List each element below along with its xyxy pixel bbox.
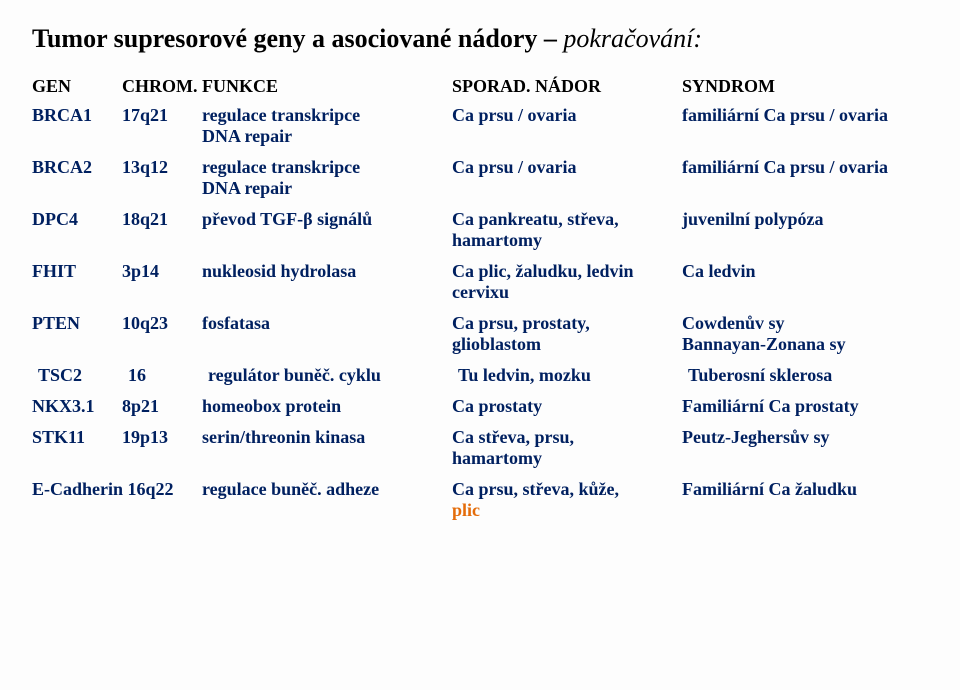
cell-func: serin/threonin kinasa — [202, 427, 452, 448]
cell-gen: DPC4 — [32, 209, 122, 230]
cell-syn: Familiární Ca prostaty — [682, 396, 928, 417]
cell-func: regulace buněč. adheze — [202, 479, 452, 500]
cell-func-line: regulace buněč. adheze — [202, 479, 452, 500]
table-row: BRCA117q21regulace transkripceDNA repair… — [32, 105, 928, 147]
cell-nador-line: hamartomy — [452, 448, 682, 469]
cell-func-line: regulace transkripce — [202, 157, 452, 178]
table-row: NKX3.18p21homeobox proteinCa prostatyFam… — [32, 396, 928, 417]
cell-nador: Tu ledvin, mozku — [458, 365, 688, 386]
cell-syn-line: Bannayan-Zonana sy — [682, 334, 928, 355]
cell-nador: Ca prsu / ovaria — [452, 157, 682, 178]
cell-nador-line: cervixu — [452, 282, 682, 303]
cell-syn: Tuberosní sklerosa — [688, 365, 928, 386]
cell-nador-line: Ca prostaty — [452, 396, 682, 417]
cell-syn: familiární Ca prsu / ovaria — [682, 105, 928, 126]
cell-chrom: 19p13 — [122, 427, 202, 448]
cell-func: regulace transkripceDNA repair — [202, 157, 452, 199]
cell-gen: PTEN — [32, 313, 122, 334]
cell-chrom: 3p14 — [122, 261, 202, 282]
cell-func-line: serin/threonin kinasa — [202, 427, 452, 448]
cell-syn-line: Tuberosní sklerosa — [688, 365, 928, 386]
cell-nador-line: Tu ledvin, mozku — [458, 365, 688, 386]
table-header-row: GEN CHROM. FUNKCE SPORAD. NÁDOR SYNDROM — [32, 76, 928, 97]
cell-syn: juvenilní polypóza — [682, 209, 928, 230]
cell-chrom: 16 — [128, 365, 208, 386]
cell-nador-line: Ca prsu, střeva, kůže, — [452, 479, 682, 500]
cell-nador: Ca pankreatu, střeva,hamartomy — [452, 209, 682, 251]
cell-func: fosfatasa — [202, 313, 452, 334]
header-func: FUNKCE — [202, 76, 452, 97]
cell-func: převod TGF-β signálů — [202, 209, 452, 230]
cell-syn: Familiární Ca žaludku — [682, 479, 928, 500]
cell-chrom: 18q21 — [122, 209, 202, 230]
table-row: DPC418q21převod TGF-β signálůCa pankreat… — [32, 209, 928, 251]
cell-chrom: 17q21 — [122, 105, 202, 126]
table-row: STK1119p13serin/threonin kinasaCa střeva… — [32, 427, 928, 469]
table-row: PTEN10q23fosfatasaCa prsu, prostaty,glio… — [32, 313, 928, 355]
cell-nador-line: plic — [452, 500, 682, 521]
cell-gen-wide: E-Cadherin 16q22 — [32, 479, 202, 500]
cell-func: regulace transkripceDNA repair — [202, 105, 452, 147]
cell-func-line: DNA repair — [202, 126, 452, 147]
cell-nador: Ca prsu, prostaty,glioblastom — [452, 313, 682, 355]
cell-syn-line: familiární Ca prsu / ovaria — [682, 105, 928, 126]
cell-func-line: regulace transkripce — [202, 105, 452, 126]
cell-nador: Ca prostaty — [452, 396, 682, 417]
cell-nador-line: Ca prsu, prostaty, — [452, 313, 682, 334]
cell-func-line: DNA repair — [202, 178, 452, 199]
cell-gen: NKX3.1 — [32, 396, 122, 417]
cell-func-line: homeobox protein — [202, 396, 452, 417]
cell-func-line: fosfatasa — [202, 313, 452, 334]
table-row: FHIT3p14nukleosid hydrolasaCa plic, žalu… — [32, 261, 928, 303]
cell-gen: STK11 — [32, 427, 122, 448]
cell-nador: Ca prsu, střeva, kůže,plic — [452, 479, 682, 521]
cell-func: regulátor buněč. cyklu — [208, 365, 458, 386]
cell-nador-line: glioblastom — [452, 334, 682, 355]
header-syn: SYNDROM — [682, 76, 928, 97]
cell-gen: TSC2 — [32, 365, 128, 386]
cell-gen: BRCA1 — [32, 105, 122, 126]
cell-func-line: převod TGF-β signálů — [202, 209, 452, 230]
cell-nador-line: hamartomy — [452, 230, 682, 251]
cell-nador-line: Ca prsu / ovaria — [452, 105, 682, 126]
cell-chrom: 10q23 — [122, 313, 202, 334]
cell-syn-line: juvenilní polypóza — [682, 209, 928, 230]
header-chrom: CHROM. — [122, 76, 202, 97]
cell-syn: Cowdenův syBannayan-Zonana sy — [682, 313, 928, 355]
cell-func: nukleosid hydrolasa — [202, 261, 452, 282]
cell-syn-line: Familiární Ca prostaty — [682, 396, 928, 417]
table-row: TSC216regulátor buněč. cykluTu ledvin, m… — [32, 365, 928, 386]
page-title: Tumor supresorové geny a asociované nádo… — [32, 24, 928, 54]
cell-func: homeobox protein — [202, 396, 452, 417]
cell-nador-line: Ca prsu / ovaria — [452, 157, 682, 178]
cell-gen: FHIT — [32, 261, 122, 282]
cell-gen: BRCA2 — [32, 157, 122, 178]
cell-chrom: 8p21 — [122, 396, 202, 417]
cell-syn-line: Ca ledvin — [682, 261, 928, 282]
header-nador: SPORAD. NÁDOR — [452, 76, 682, 97]
cell-nador-line: Ca pankreatu, střeva, — [452, 209, 682, 230]
cell-nador: Ca plic, žaludku, ledvincervixu — [452, 261, 682, 303]
cell-syn-line: Cowdenův sy — [682, 313, 928, 334]
cell-nador: Ca prsu / ovaria — [452, 105, 682, 126]
table-row: E-Cadherin 16q22regulace buněč. adhezeCa… — [32, 479, 928, 521]
title-main: Tumor supresorové geny a asociované nádo… — [32, 24, 563, 53]
cell-func-line: regulátor buněč. cyklu — [208, 365, 458, 386]
cell-chrom: 13q12 — [122, 157, 202, 178]
cell-syn: Ca ledvin — [682, 261, 928, 282]
title-continuation: pokračování: — [563, 24, 702, 53]
cell-nador-line: Ca střeva, prsu, — [452, 427, 682, 448]
header-gen: GEN — [32, 76, 122, 97]
cell-nador-line: Ca plic, žaludku, ledvin — [452, 261, 682, 282]
table-body: BRCA117q21regulace transkripceDNA repair… — [32, 105, 928, 521]
cell-syn: familiární Ca prsu / ovaria — [682, 157, 928, 178]
cell-func-line: nukleosid hydrolasa — [202, 261, 452, 282]
table-row: BRCA213q12regulace transkripceDNA repair… — [32, 157, 928, 199]
cell-nador: Ca střeva, prsu,hamartomy — [452, 427, 682, 469]
cell-syn: Peutz-Jeghersův sy — [682, 427, 928, 448]
cell-syn-line: Peutz-Jeghersův sy — [682, 427, 928, 448]
cell-syn-line: Familiární Ca žaludku — [682, 479, 928, 500]
cell-syn-line: familiární Ca prsu / ovaria — [682, 157, 928, 178]
